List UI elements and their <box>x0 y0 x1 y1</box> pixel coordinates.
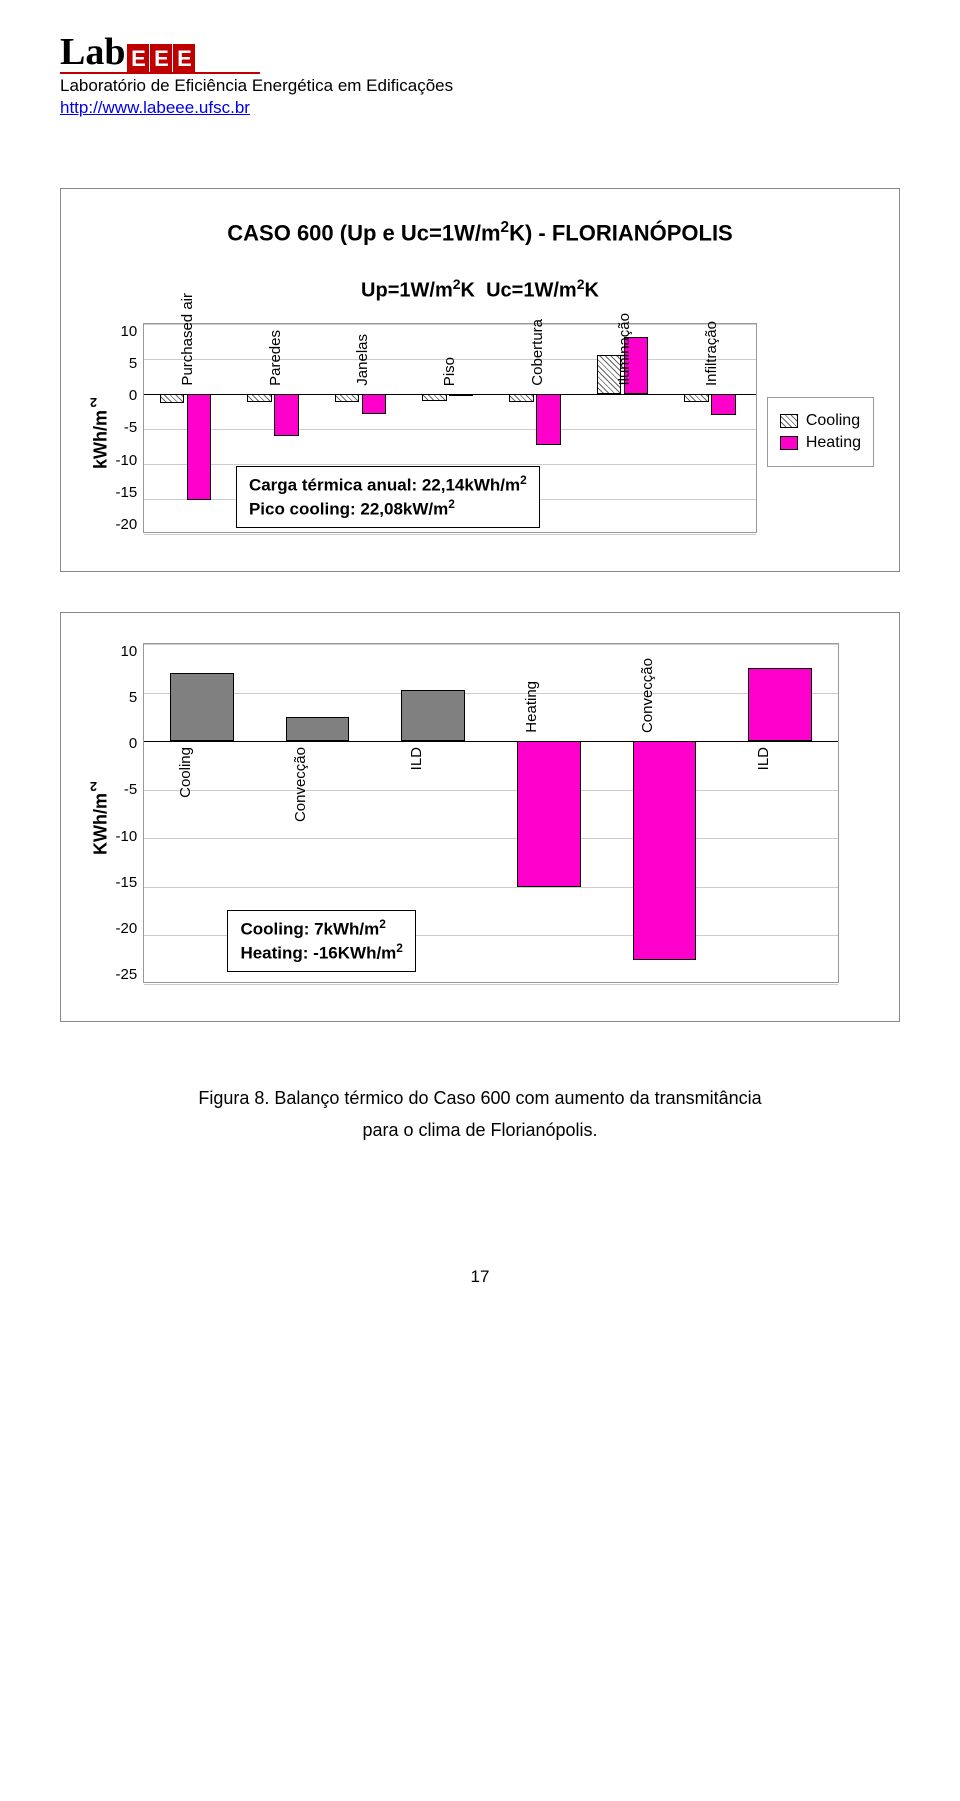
chart1-annotation: Carga térmica anual: 22,14kWh/m2Pico coo… <box>236 466 540 528</box>
chart1-xlabel: Janelas <box>354 334 371 386</box>
lab-url[interactable]: http://www.labeee.ufsc.br <box>60 98 900 118</box>
chart2-yticks: 10 5 0 -5 -10 -15 -20 -25 <box>116 643 144 983</box>
chart1-subtitle: Up=1W/m2K Uc=1W/m2K <box>86 276 874 303</box>
chart1-xlabel: Piso <box>441 357 458 386</box>
chart2-annotation: Cooling: 7kWh/m2Heating: -16KWh/m2 <box>227 910 415 972</box>
chart2-bar <box>170 673 234 741</box>
chart1-bar <box>335 394 359 402</box>
chart1-frame: CASO 600 (Up e Uc=1W/m2K) - FLORIANÓPOLI… <box>60 188 900 572</box>
chart2-xlabel: Convecção <box>639 658 656 733</box>
chart2-xlabel: ILD <box>408 747 425 770</box>
chart1-yticks: 10 5 0 -5 -10 -15 -20 <box>116 323 144 533</box>
chart2-tickmarks <box>143 983 839 991</box>
chart1-bar <box>247 394 271 402</box>
heating-swatch <box>780 436 798 450</box>
legend-item-cooling: Cooling <box>780 412 861 430</box>
chart1-xlabel: Cobertura <box>529 319 546 386</box>
chart2-xlabel: Cooling <box>177 747 194 798</box>
chart2-bar <box>286 717 350 741</box>
legend-item-heating: Heating <box>780 434 861 452</box>
chart1-legend: Cooling Heating <box>767 397 874 467</box>
chart2-xlabel: ILD <box>755 747 772 770</box>
chart1-bar <box>711 394 735 415</box>
chart2-ylabel: KWh/m2 <box>86 643 116 991</box>
chart2-bar <box>401 690 465 741</box>
chart1-xlabel: Infiltração <box>703 321 720 386</box>
chart1-ylabel: kWh/m2 <box>86 323 116 541</box>
logo: Lab E E E <box>60 30 900 74</box>
chart1-xlabel: Paredes <box>267 330 284 386</box>
chart1-bar <box>509 394 533 402</box>
chart2-bar <box>517 741 581 887</box>
chart2-frame: KWh/m2 10 5 0 -5 -10 -15 -20 -25 Cooling… <box>60 612 900 1022</box>
chart2-bar <box>748 668 812 741</box>
chart2-bar <box>633 741 697 960</box>
chart1-tickmarks <box>143 533 757 541</box>
cooling-swatch <box>780 414 798 428</box>
figure-caption: Figura 8. Balanço térmico do Caso 600 co… <box>60 1082 900 1147</box>
chart1-bar <box>362 394 386 414</box>
chart1-bar <box>684 394 708 402</box>
chart1-title: CASO 600 (Up e Uc=1W/m2K) - FLORIANÓPOLI… <box>86 219 874 246</box>
chart2-xlabel: Convecção <box>292 747 309 822</box>
chart2-xlabel: Heating <box>523 681 540 733</box>
chart1-bar <box>536 394 560 445</box>
page-number: 17 <box>60 1267 900 1287</box>
logo-eee: E E E <box>127 44 195 74</box>
chart1-bar <box>422 394 446 401</box>
chart1-xlabel: Iluminação <box>616 313 633 386</box>
logo-lab-text: Lab <box>60 30 125 74</box>
chart1-bar <box>274 394 298 436</box>
chart1-bar <box>160 394 184 403</box>
chart1-bar <box>187 394 211 500</box>
chart2-plot: Cooling Convecção ILD Heating Convecção ILD Co… <box>143 643 839 983</box>
lab-subtitle: Laboratório de Eficiência Energética em … <box>60 76 900 96</box>
chart1-plot: Purchased airParedesJanelasPisoCobertura… <box>143 323 757 533</box>
chart1-xlabel: Purchased air <box>179 293 196 386</box>
